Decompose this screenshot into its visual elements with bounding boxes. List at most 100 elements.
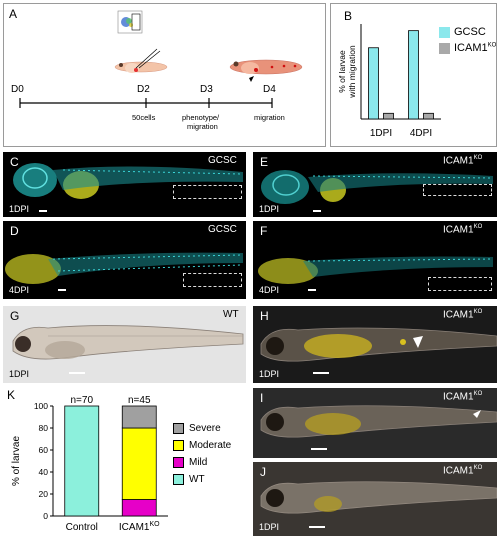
image-i-label: I [260, 391, 264, 405]
image-panel-d: D GCSC 4DPI [3, 221, 246, 299]
legend-swatch-moderate [173, 440, 184, 451]
timeline-d3: D3 [200, 84, 213, 95]
image-d-title: GCSC [208, 224, 237, 235]
bar-b-gcsc-4dpi [408, 30, 419, 120]
y-tick-label-k-4: 80 [39, 423, 49, 433]
image-panel-j: J ICAM1KO 1DPI [253, 462, 497, 536]
image-panel-e: E ICAM1KO 1DPI [253, 152, 497, 217]
image-i-title: ICAM1KO [443, 391, 483, 403]
y-tick-label-k-0: 0 [43, 511, 48, 521]
image-d-label: D [10, 224, 19, 238]
legend-item-mild: Mild [173, 454, 231, 471]
timeline-d2: D2 [137, 84, 150, 95]
legend-label-moderate: Moderate [189, 440, 232, 451]
legend-item-moderate: Moderate [173, 437, 231, 454]
image-c-title: GCSC [208, 155, 237, 166]
legend-swatch-gcsc [439, 26, 450, 38]
x-tick-k-0: Control [66, 522, 98, 533]
larva-fluorescence-c [13, 163, 243, 199]
image-g-title: WT [223, 309, 239, 320]
image-panel-i: I ICAM1KO [253, 388, 497, 458]
severity-stacked-chart: 0 20 40 60 80 100 % of larvae n=70 Control n=45 IC… [11, 395, 168, 533]
image-h-time: 1DPI [259, 369, 280, 379]
migration-roi-e [423, 184, 492, 196]
image-f-time: 4DPI [259, 285, 280, 295]
bar-b-icam1ko-4dpi [423, 112, 434, 120]
legend-k: Severe Moderate Mild WT [173, 420, 231, 488]
legend-item-icam1ko: ICAM1KO [439, 40, 496, 56]
larva-fluorescence-d [5, 252, 243, 284]
legend-label-severe: Severe [189, 423, 221, 434]
x-tick-k-1: ICAM1KO [119, 521, 160, 533]
protocol-diagram [19, 10, 303, 108]
migration-bar-chart: % of larvaewith migration 1DPI 4DPI [337, 24, 441, 139]
image-panel-c: C GCSC 1DPI [3, 152, 246, 217]
image-panel-h: H ICAM1KO 1DPI [253, 306, 497, 383]
label-50cells: 50cells [132, 113, 156, 122]
bar-b-icam1ko-1dpi [383, 112, 394, 120]
timeline-d0: D0 [11, 84, 24, 95]
label-migration-d3: migration [187, 122, 218, 131]
larva-merge-h [260, 327, 497, 362]
legend-label-mild: Mild [189, 457, 208, 468]
bar-k-moderate-1 [121, 427, 157, 500]
scale-bar-g [69, 372, 85, 374]
image-c-time: 1DPI [9, 204, 30, 214]
bar-k-wt-0 [64, 405, 100, 517]
migration-roi-d [183, 273, 242, 287]
x-tick-b-0: 1DPI [370, 128, 392, 139]
image-panel-g: G WT 1DPI [3, 306, 246, 383]
scale-bar-d [58, 289, 66, 291]
y-axis-label-b: % of larvaewith migration [337, 45, 357, 99]
legend-swatch-wt [173, 474, 184, 485]
image-j-label: J [260, 465, 266, 479]
larva-merge-i [260, 405, 497, 438]
y-axis-label-k: % of larvae [11, 436, 22, 486]
scale-bar-e [313, 210, 321, 212]
image-h-title: ICAM1KO [443, 309, 483, 321]
bar-k-mild-1 [121, 499, 157, 517]
image-h-label: H [260, 309, 269, 323]
image-panel-f: F ICAM1KO 4DPI [253, 221, 497, 299]
panel-k: K 0 20 40 60 80 100 % of larvae n=70 Control n=45… [3, 388, 246, 536]
legend-label-icam1ko: ICAM1KO [454, 42, 497, 54]
legend-label-gcsc: GCSC [454, 26, 486, 38]
timeline-d4: D4 [263, 84, 276, 95]
image-f-label: F [260, 224, 268, 238]
bar-b-gcsc-1dpi [368, 47, 379, 120]
scale-bar-c [39, 210, 47, 212]
image-d-time: 4DPI [9, 285, 30, 295]
y-tick-label-k-5: 100 [34, 401, 48, 411]
bar-k-severe-1 [121, 405, 157, 429]
legend-item-wt: WT [173, 471, 231, 488]
panel-a-label: A [9, 7, 18, 21]
panel-a: A [3, 3, 326, 147]
image-e-label: E [260, 155, 269, 169]
legend-item-gcsc: GCSC [439, 24, 496, 40]
legend-item-severe: Severe [173, 420, 231, 437]
x-tick-b-1: 4DPI [410, 128, 432, 139]
larva-fluorescence-f [258, 256, 493, 284]
legend-label-wt: WT [189, 474, 205, 485]
image-f-title: ICAM1KO [443, 224, 483, 236]
image-g-label: G [10, 309, 20, 323]
panel-k-label: K [7, 388, 16, 402]
legend-swatch-mild [173, 457, 184, 468]
y-tick-label-k-3: 60 [39, 445, 49, 455]
label-migration-d4: migration [254, 113, 285, 122]
image-j-title: ICAM1KO [443, 465, 483, 477]
timeline [19, 98, 273, 108]
migration-roi-c [173, 185, 242, 199]
larva-fluorescence-e [261, 170, 493, 204]
flow-cytometry-inset [117, 10, 143, 34]
panel-b: B % of larvaewith migration 1DPI 4DPI GCSC… [330, 3, 497, 147]
larva-merge-j [260, 481, 497, 514]
image-e-title: ICAM1KO [443, 155, 483, 167]
n-label-k-0: n=70 [70, 395, 93, 406]
legend-swatch-icam1ko [439, 42, 450, 54]
y-tick-label-k-1: 20 [39, 489, 49, 499]
image-c-label: C [10, 155, 19, 169]
scale-bar-f [308, 289, 316, 291]
larva-injection [114, 48, 168, 73]
y-tick-label-k-2: 40 [39, 467, 49, 477]
